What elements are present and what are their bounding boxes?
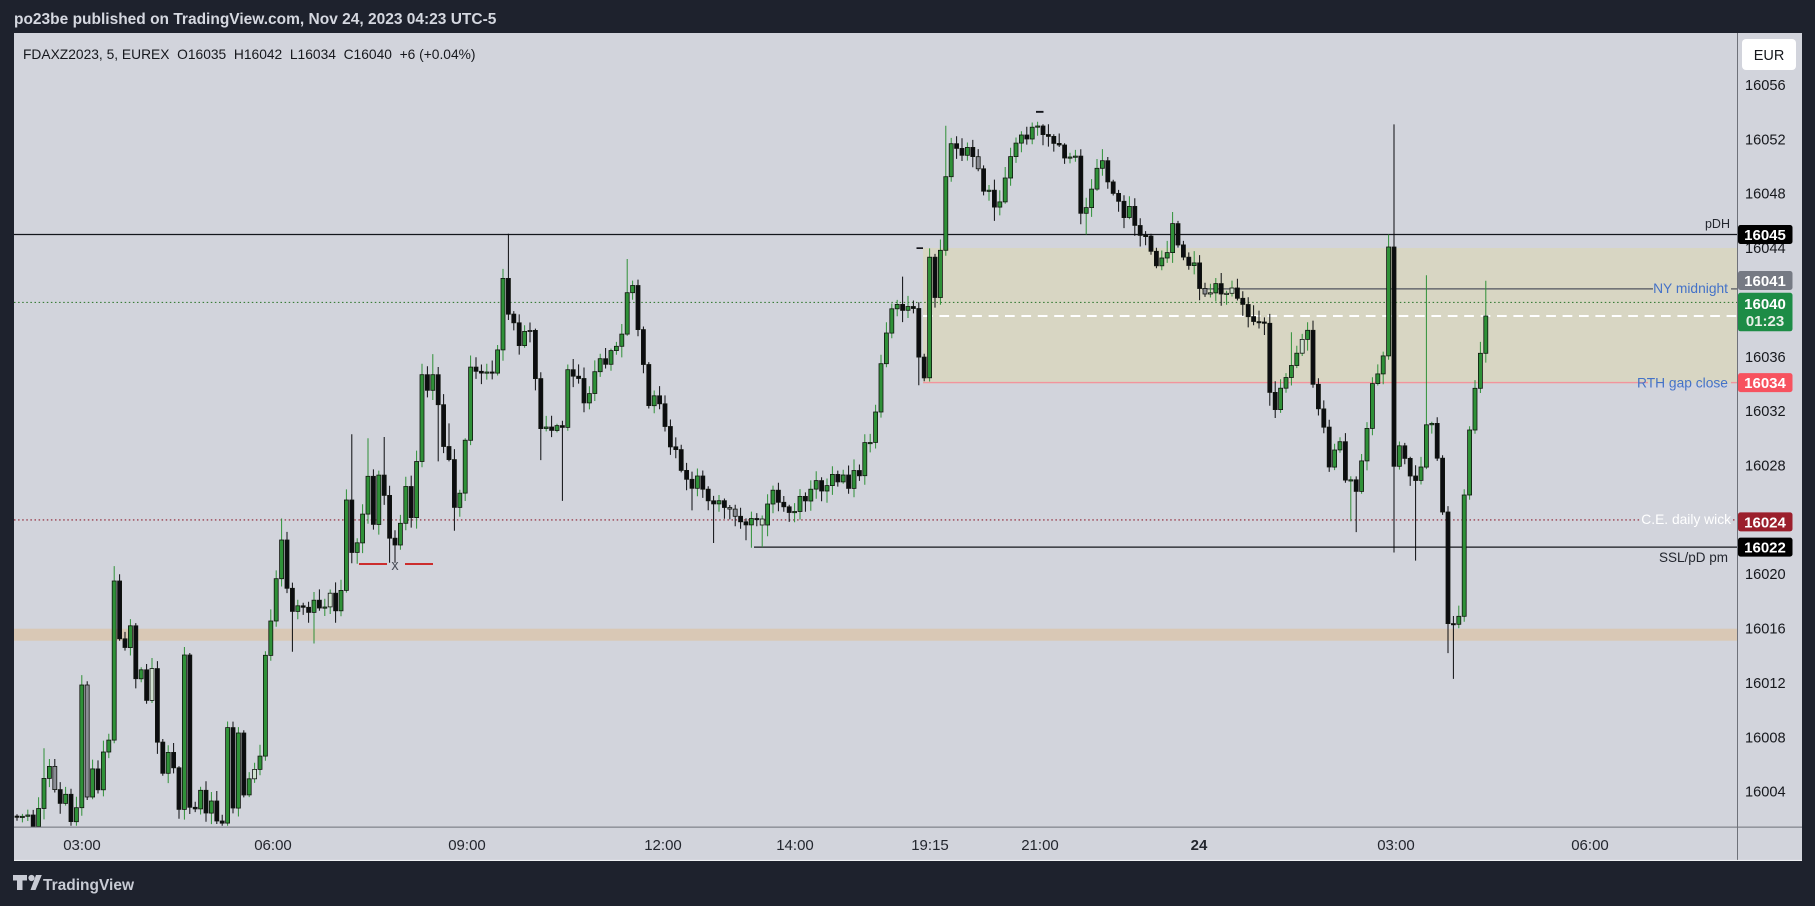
- svg-text:FDAXZ2023, 5, EUREX O16035 H: FDAXZ2023, 5, EUREX O16035 H16042 L16034…: [23, 47, 476, 62]
- svg-text:14:00: 14:00: [776, 837, 814, 854]
- svg-text:16020: 16020: [1745, 567, 1786, 583]
- svg-text:po23be published on TradingVie: po23be published on TradingView.com, Nov…: [14, 11, 497, 28]
- svg-text:16036: 16036: [1745, 350, 1786, 366]
- svg-text:24: 24: [1191, 837, 1208, 854]
- svg-text:C.E. daily wick: C.E. daily wick: [1641, 512, 1731, 527]
- svg-text:x: x: [391, 558, 399, 574]
- svg-text:19:15: 19:15: [911, 837, 949, 854]
- svg-text:16004: 16004: [1745, 785, 1786, 801]
- svg-text:16045: 16045: [1744, 227, 1786, 244]
- svg-text:16034: 16034: [1744, 375, 1786, 392]
- svg-text:16044: 16044: [1745, 241, 1786, 257]
- svg-text:16040: 16040: [1744, 296, 1786, 313]
- svg-text:01:23: 01:23: [1746, 313, 1784, 330]
- svg-text:16048: 16048: [1745, 187, 1786, 203]
- svg-text:12:00: 12:00: [644, 837, 682, 854]
- svg-text:06:00: 06:00: [1571, 837, 1609, 854]
- svg-text:16024: 16024: [1744, 514, 1786, 531]
- svg-text:16022: 16022: [1744, 540, 1786, 557]
- svg-text:03:00: 03:00: [63, 837, 101, 854]
- svg-text:TradingView: TradingView: [43, 877, 135, 894]
- svg-text:16052: 16052: [1745, 132, 1786, 148]
- svg-text:16032: 16032: [1745, 404, 1786, 420]
- svg-text:06:00: 06:00: [254, 837, 292, 854]
- svg-text:16041: 16041: [1744, 273, 1786, 290]
- svg-text:21:00: 21:00: [1021, 837, 1059, 854]
- svg-text:pDH: pDH: [1705, 217, 1730, 231]
- svg-text:16056: 16056: [1745, 78, 1786, 94]
- svg-text:NY midnight: NY midnight: [1653, 281, 1728, 296]
- svg-text:SSL/pD pm: SSL/pD pm: [1659, 550, 1728, 565]
- svg-text:09:00: 09:00: [448, 837, 486, 854]
- svg-text:03:00: 03:00: [1377, 837, 1415, 854]
- svg-text:RTH gap close: RTH gap close: [1637, 375, 1728, 390]
- svg-text:EUR: EUR: [1754, 48, 1785, 64]
- svg-text:16016: 16016: [1745, 622, 1786, 638]
- svg-text:16008: 16008: [1745, 730, 1786, 746]
- svg-text:16012: 16012: [1745, 676, 1786, 692]
- svg-text:16028: 16028: [1745, 459, 1786, 475]
